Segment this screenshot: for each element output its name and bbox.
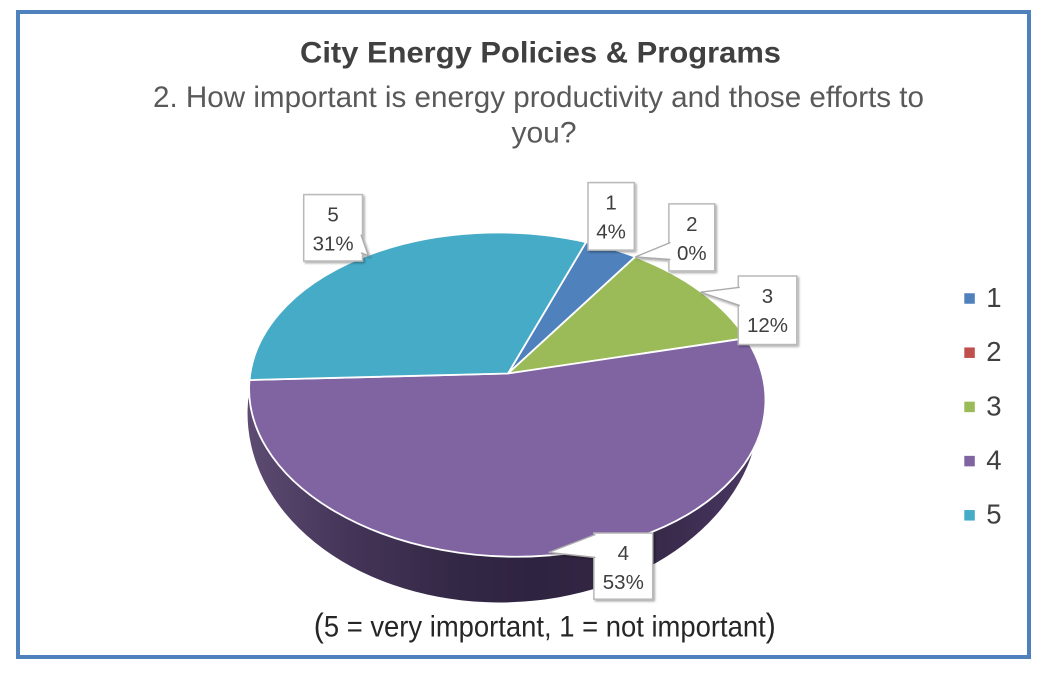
svg-text:(5 = very important, 1 = not i: (5 = very important, 1 = not important) bbox=[314, 607, 776, 644]
svg-text:0%: 0% bbox=[677, 242, 707, 265]
svg-text:1: 1 bbox=[986, 282, 1001, 313]
svg-text:1: 1 bbox=[605, 192, 616, 215]
svg-text:2: 2 bbox=[986, 336, 1001, 367]
svg-text:5: 5 bbox=[986, 499, 1001, 530]
svg-text:you?: you? bbox=[511, 116, 576, 149]
svg-text:5: 5 bbox=[327, 204, 338, 227]
svg-text:2. How important is energy pro: 2. How important is energy productivity … bbox=[153, 81, 924, 114]
svg-text:31%: 31% bbox=[313, 233, 354, 256]
svg-text:53%: 53% bbox=[603, 571, 644, 594]
svg-text:3: 3 bbox=[762, 285, 773, 308]
svg-text:4: 4 bbox=[986, 445, 1001, 476]
svg-text:3: 3 bbox=[986, 390, 1001, 421]
svg-text:4: 4 bbox=[618, 542, 629, 565]
svg-text:2: 2 bbox=[686, 213, 697, 236]
svg-text:City Energy Policies & Program: City Energy Policies & Programs bbox=[300, 37, 781, 70]
svg-text:12%: 12% bbox=[747, 314, 788, 337]
svg-text:4%: 4% bbox=[596, 221, 626, 244]
